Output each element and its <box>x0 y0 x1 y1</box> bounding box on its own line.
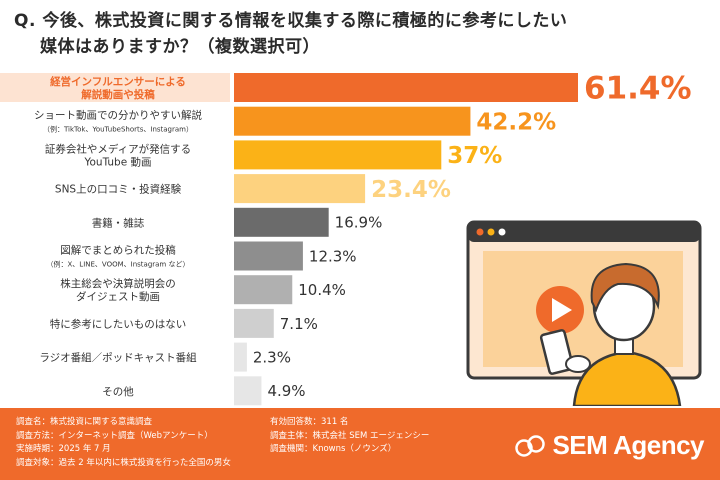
category-label: 書籍・雑誌 <box>92 216 145 229</box>
logo-text: SEM Agency <box>552 430 704 460</box>
survey-method: 調査方法：インターネット調査（Webアンケート） <box>16 430 213 441</box>
question-title: Q. 今後、株式投資に関する情報を収集する際に積極的に参考にしたい 媒体はありま… <box>14 8 710 60</box>
value-label: 12.3% <box>309 247 357 265</box>
bar <box>234 376 262 406</box>
bar <box>234 73 578 102</box>
bar <box>234 207 329 237</box>
value-label: 16.9% <box>335 214 383 232</box>
category-label: SNS上の口コミ・投資経験 <box>55 183 182 196</box>
category-label: ラジオ番組／ポッドキャスト番組 <box>39 351 197 364</box>
value-label: 42.2% <box>476 109 556 135</box>
video-viewer-illustration <box>466 220 704 406</box>
category-row-bg <box>0 140 230 170</box>
question-line-2: 媒体はありますか？（複数選択可） <box>40 37 320 57</box>
logo-mark-icon <box>515 434 546 457</box>
smartphone-icon <box>539 329 575 375</box>
category-label: 経営インフルエンサーによる <box>50 75 186 88</box>
value-label: 7.1% <box>280 315 318 333</box>
category-row-bg <box>0 106 230 136</box>
browser-toolbar <box>468 222 700 242</box>
category-label: （例：X、LINE、VOOM、Instagram など） <box>47 260 190 269</box>
bar <box>234 174 366 204</box>
bar <box>234 106 471 136</box>
category-row-bg <box>0 275 230 305</box>
bar <box>234 342 247 372</box>
category-label: 証券会社やメディアが発信する <box>45 142 191 155</box>
footer-left-column: 調査名：株式投資に関する意識調査 調査方法：インターネット調査（Webアンケート… <box>16 416 231 470</box>
category-label: ショート動画での分かりやすい解説 <box>34 109 202 122</box>
category-label: その他 <box>102 385 134 398</box>
person-hair <box>590 262 660 313</box>
window-dot-icon <box>498 228 506 236</box>
bar <box>234 308 274 338</box>
survey-name: 調査名：株式投資に関する意識調査 <box>16 417 153 427</box>
respondent-count: 有効回答数：311 名 <box>270 417 349 427</box>
category-row-bg <box>0 342 230 372</box>
survey-footer: 調査名：株式投資に関する意識調査 調査方法：インターネット調査（Webアンケート… <box>0 408 720 480</box>
category-row-bg <box>0 207 230 237</box>
survey-period: 実施時期：2025 年 7 月 <box>16 444 111 454</box>
survey-target: 調査対象：過去 2 年以内に株式投資を行った全国の男女 <box>16 457 231 468</box>
category-label: 解説動画や投稿 <box>80 88 155 101</box>
bar <box>234 241 303 271</box>
category-row-bg <box>0 73 230 102</box>
category-label: YouTube 動画 <box>83 155 151 168</box>
value-label: 61.4% <box>584 71 692 107</box>
survey-owner: 調査主体：株式会社 SEM エージェンシー <box>270 430 430 441</box>
category-row-bg <box>0 174 230 204</box>
category-label: （例：TikTok、YouTubeShorts、Instagram） <box>43 125 193 134</box>
window-dot-icon <box>476 228 484 236</box>
value-label: 10.4% <box>298 281 346 299</box>
person-hand <box>565 355 591 373</box>
category-label: 特に参考にしたいものはない <box>50 317 187 330</box>
value-label: 37% <box>447 143 502 169</box>
window-dot-icon <box>487 228 495 236</box>
question-line-1: Q. 今後、株式投資に関する情報を収集する際に積極的に参考にしたい <box>14 11 568 31</box>
survey-agency: 調査機関：Knowns（ノウンズ） <box>270 444 397 454</box>
footer-right-column: 有効回答数：311 名 調査主体：株式会社 SEM エージェンシー 調査機関：K… <box>270 416 429 457</box>
bar <box>234 140 442 170</box>
category-row-bg <box>0 376 230 406</box>
bar <box>234 275 293 305</box>
category-label: 図解でまとめられた投稿 <box>60 244 176 257</box>
play-triangle-icon <box>552 298 572 322</box>
category-row-bg <box>0 241 230 271</box>
value-label: 23.4% <box>371 177 451 203</box>
category-label: 株主総会や決算説明会の <box>60 277 176 290</box>
value-label: 2.3% <box>253 349 291 367</box>
value-label: 4.9% <box>267 382 305 400</box>
sem-agency-logo: SEM Agency <box>514 430 704 461</box>
category-label: ダイジェスト動画 <box>76 290 160 303</box>
category-row-bg <box>0 308 230 338</box>
